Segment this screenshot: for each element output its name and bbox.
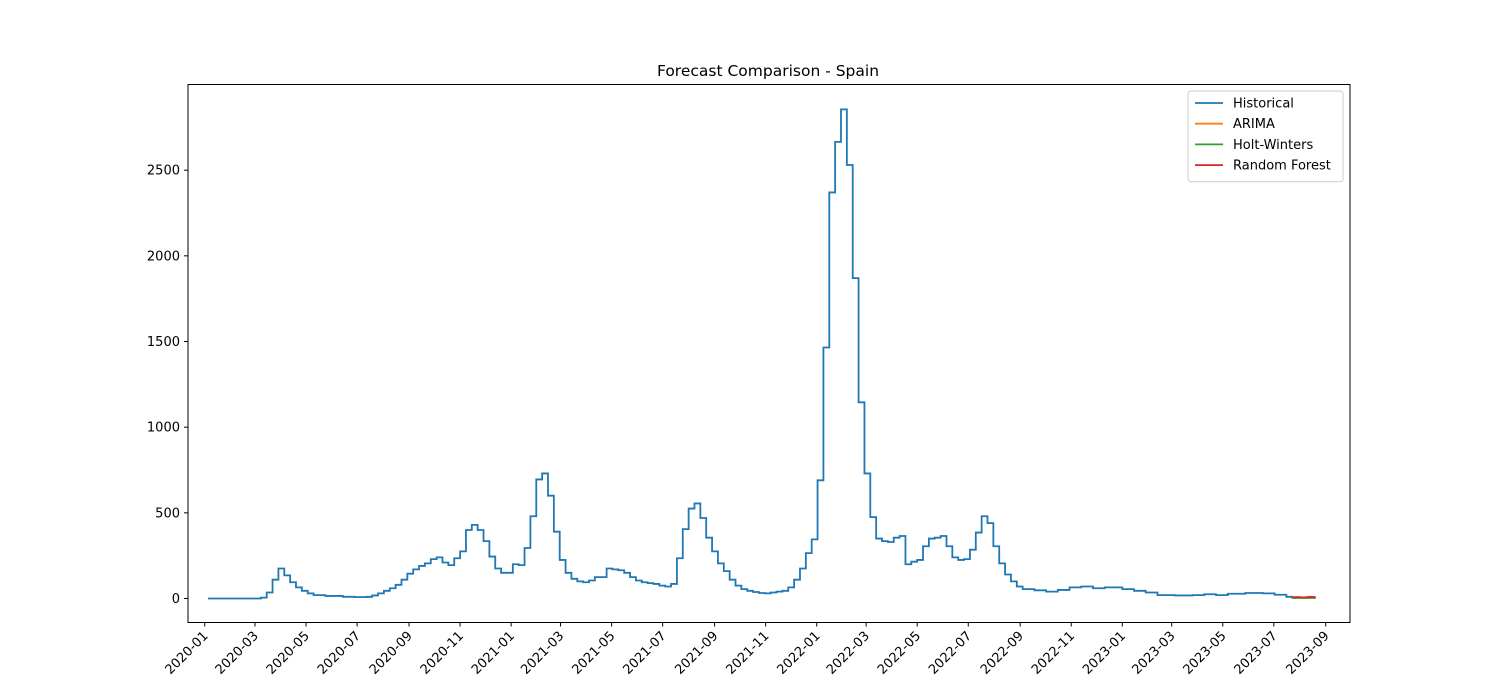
x-tick-label: 2021-07 <box>620 629 669 678</box>
x-tick-label: 2023-07 <box>1232 629 1281 678</box>
chart-title: Forecast Comparison - Spain <box>657 62 879 80</box>
x-tick-label: 2021-03 <box>518 629 567 678</box>
x-tick-label: 2022-03 <box>824 629 873 678</box>
y-tick-label: 500 <box>155 506 180 521</box>
x-tick-label: 2022-07 <box>926 629 975 678</box>
x-tick-label: 2021-05 <box>569 629 618 678</box>
y-axis: 0 500 1000 1500 2000 2500 <box>147 164 188 607</box>
x-tick-label: 2022-09 <box>978 629 1027 678</box>
x-axis: 2020-01 2020-03 2020-05 2020-07 2020-09 2020-… <box>163 622 1333 678</box>
x-tick-label: 2020-11 <box>418 629 467 678</box>
x-tick-label: 2022-11 <box>1029 629 1078 678</box>
x-tick-label: 2021-01 <box>469 629 518 678</box>
x-tick-label: 2021-11 <box>723 629 772 678</box>
x-tick-label: 2020-09 <box>367 629 416 678</box>
y-tick-label: 2000 <box>147 249 180 264</box>
series-line-random-forest <box>1292 595 1316 599</box>
legend-label: Random Forest <box>1233 159 1331 174</box>
x-tick-label: 2023-09 <box>1284 629 1333 678</box>
x-tick-label: 2023-03 <box>1129 629 1178 678</box>
x-tick-label: 2023-01 <box>1080 629 1129 678</box>
y-tick-label: 0 <box>172 592 180 607</box>
x-tick-label: 2020-01 <box>163 629 212 678</box>
y-tick-label: 1000 <box>147 421 180 436</box>
x-tick-label: 2021-09 <box>672 629 721 678</box>
x-tick-label: 2022-01 <box>775 629 824 678</box>
x-tick-label: 2023-05 <box>1181 629 1230 678</box>
plot-area <box>188 84 1350 623</box>
x-tick-label: 2020-03 <box>213 629 262 678</box>
y-tick-label: 1500 <box>147 335 180 350</box>
series-layer <box>208 108 1316 600</box>
legend-box <box>1187 90 1344 183</box>
legend-label: Historical <box>1233 97 1294 112</box>
x-tick-label: 2020-07 <box>315 629 364 678</box>
y-tick-label: 2500 <box>147 164 180 179</box>
plot-frame <box>187 84 1351 623</box>
legend-label: ARIMA <box>1233 117 1275 132</box>
legend: Historical ARIMA Holt-Winters Random Forest <box>1187 90 1344 183</box>
x-tick-label: 2022-05 <box>875 629 924 678</box>
series-line-historical <box>208 108 1299 600</box>
x-tick-label: 2020-05 <box>264 629 313 678</box>
legend-label: Holt-Winters <box>1233 138 1313 153</box>
